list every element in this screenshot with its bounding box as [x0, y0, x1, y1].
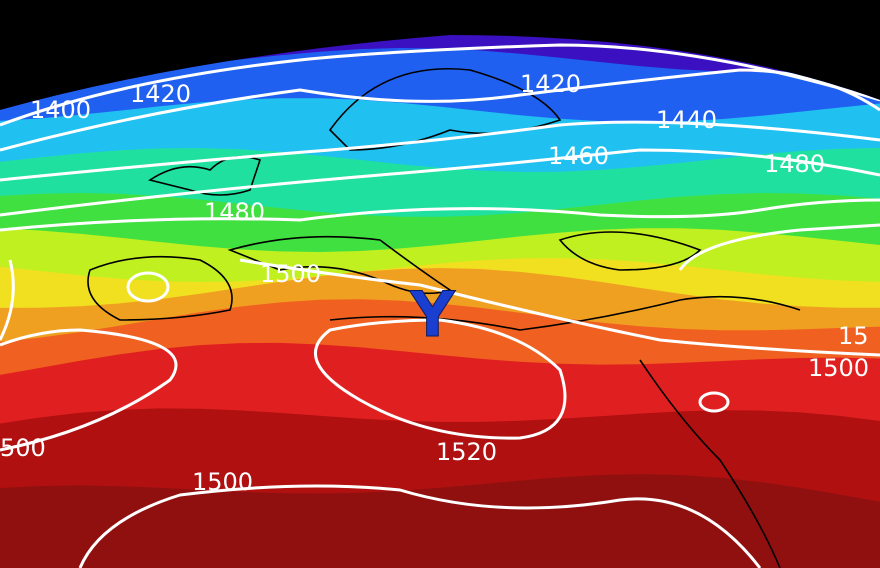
contour-1480	[0, 198, 880, 232]
svg-text:1500: 1500	[260, 260, 321, 288]
svg-text:500: 500	[0, 434, 46, 462]
svg-text:1440: 1440	[656, 106, 717, 134]
svg-text:1500: 1500	[808, 354, 869, 382]
contour-labels: 1400 1420 1420 1440 1460 1480 1480 1500 …	[0, 70, 869, 496]
marker-y: Y	[409, 278, 456, 351]
color-band	[0, 474, 880, 568]
contour-1500-west	[0, 328, 178, 452]
contour-1440	[0, 120, 880, 182]
svg-text:1420: 1420	[520, 70, 581, 98]
svg-text:1480: 1480	[204, 198, 265, 226]
contour-1460	[0, 148, 880, 217]
contour-1520	[313, 318, 567, 440]
contour-lines	[0, 43, 880, 568]
svg-text:1480: 1480	[764, 150, 825, 178]
svg-text:1420: 1420	[130, 80, 191, 108]
contour-1500-north	[0, 223, 880, 357]
svg-text:15: 15	[838, 322, 869, 350]
svg-text:1500: 1500	[192, 468, 253, 496]
contour-1400	[0, 43, 880, 127]
svg-text:1400: 1400	[30, 96, 91, 124]
svg-text:1520: 1520	[436, 438, 497, 466]
svg-text:1460: 1460	[548, 142, 609, 170]
contour-1500-south	[78, 484, 762, 568]
contour-1420	[0, 68, 880, 152]
